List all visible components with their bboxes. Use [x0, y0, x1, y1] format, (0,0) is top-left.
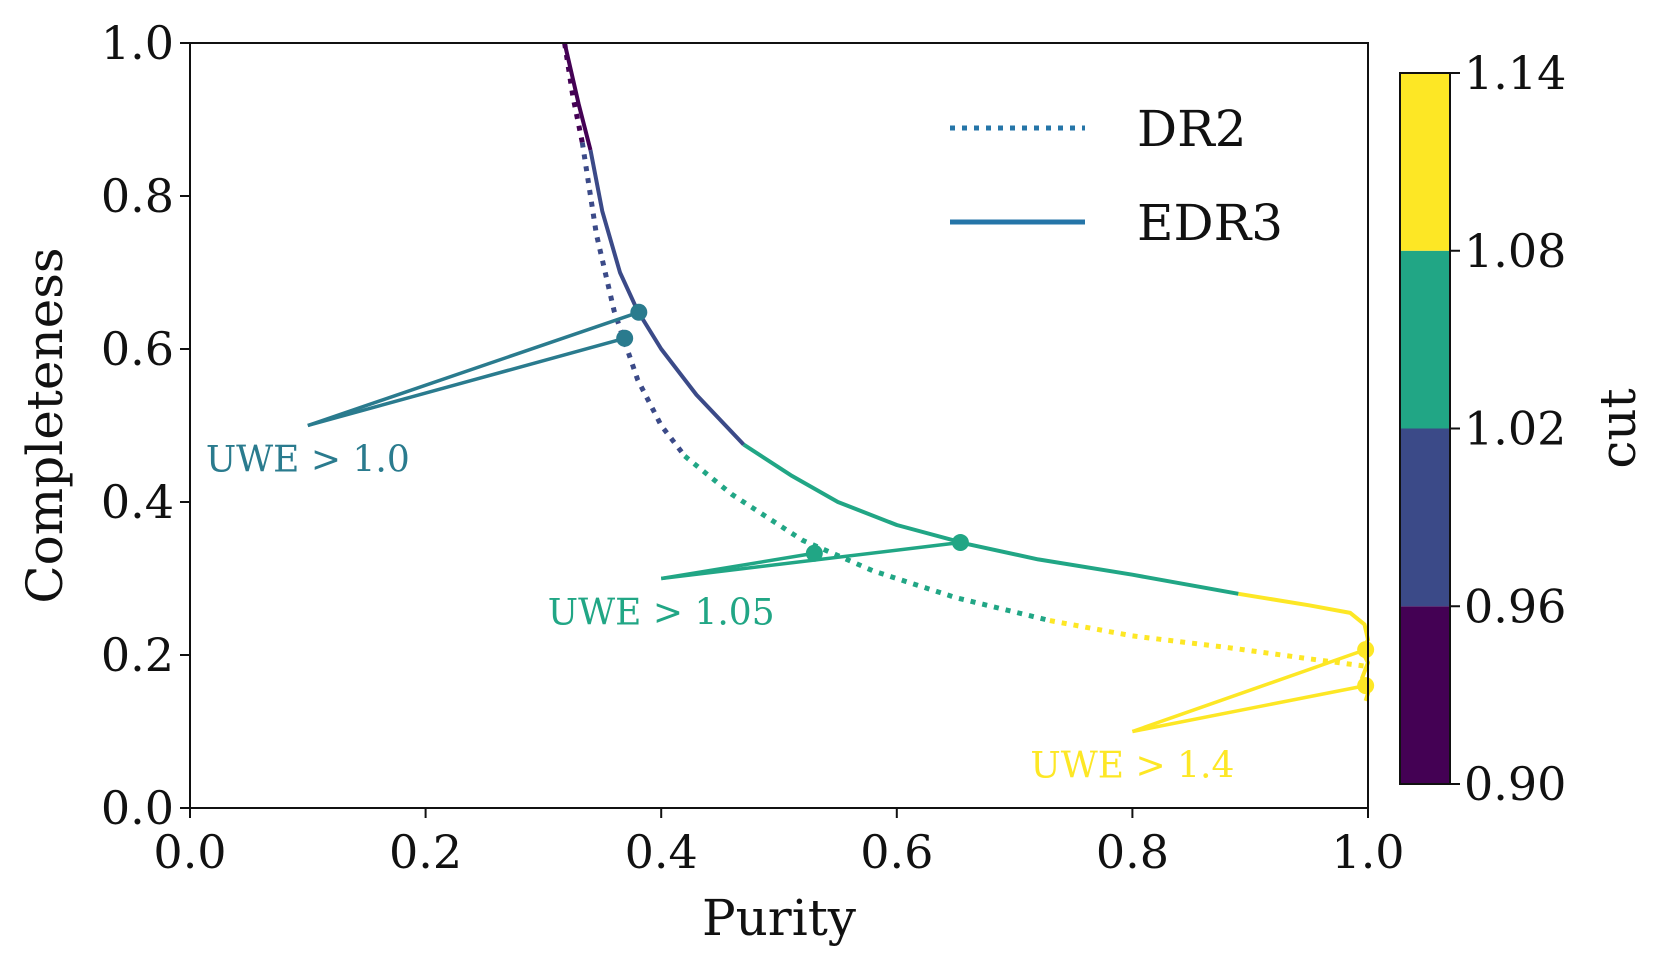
x-tick-label: 1.0	[1331, 825, 1404, 879]
data-point-marker	[951, 534, 969, 552]
y-axis-label: Completeness	[16, 247, 74, 603]
legend: DR2 EDR3	[950, 100, 1283, 252]
series-edr3-segment	[562, 42, 593, 151]
annotation-layer: UWE > 1.0 UWE > 1.05 UWE > 1.4	[206, 310, 1367, 786]
x-axis-ticks: 0.0 0.2 0.4 0.6 0.8 1.0	[153, 808, 1405, 879]
colorbar-label: cut	[1589, 388, 1647, 468]
series-edr3-segment	[1238, 591, 1370, 702]
colorbar-tick-label: 1.02	[1464, 402, 1566, 456]
colorbar-tick-label: 0.90	[1464, 757, 1566, 811]
annotation-leader-line	[1131, 647, 1367, 734]
y-tick-label: 0.2	[101, 628, 174, 682]
x-axis-label: Purity	[702, 889, 857, 947]
annotation-label: UWE > 1.0	[206, 439, 410, 480]
data-point-marker	[1357, 641, 1375, 659]
y-tick-label: 0.4	[101, 475, 174, 529]
data-point-marker	[616, 329, 634, 347]
annotation-leader-line	[307, 310, 640, 428]
legend-edr3-label: EDR3	[1137, 194, 1283, 252]
axes-frame	[189, 42, 1369, 809]
colorbar-bin	[1400, 250, 1450, 429]
x-tick-label: 0.4	[625, 825, 698, 879]
data-point-marker	[630, 303, 648, 321]
colorbar-bin	[1400, 428, 1450, 607]
colorbar-tick-label: 0.96	[1464, 579, 1566, 633]
annotation-label: UWE > 1.05	[548, 592, 775, 633]
data-point-marker	[1357, 677, 1375, 695]
annotation-leader-line	[1132, 683, 1366, 734]
annotation-leader-line	[307, 336, 626, 428]
x-tick-label: 0.2	[389, 825, 462, 879]
colorbar-bin	[1400, 606, 1450, 784]
legend-dr2-label: DR2	[1137, 100, 1247, 158]
colorbar-bin	[1400, 73, 1450, 251]
x-tick-label: 0.6	[860, 825, 933, 879]
colorbar-tick-label: 1.14	[1464, 46, 1566, 100]
y-tick-label: 0.0	[101, 781, 174, 835]
marker-layer	[616, 303, 1375, 695]
colorbar-tick-label: 1.08	[1464, 224, 1566, 278]
series-edr3-segment	[742, 442, 1239, 596]
colorbar: 0.90 0.96 1.02 1.08 1.14 cut	[1399, 46, 1647, 811]
colorbar-bins	[1400, 73, 1450, 784]
y-tick-label: 0.8	[101, 169, 174, 223]
y-tick-label: 0.6	[101, 322, 174, 376]
colorbar-ticks: 0.90 0.96 1.02 1.08 1.14	[1450, 46, 1566, 811]
y-axis-ticks: 0.0 0.2 0.4 0.6 0.8 1.0	[101, 16, 190, 835]
annotation-label: UWE > 1.4	[1030, 745, 1234, 786]
series-dr2-segment	[1049, 618, 1369, 669]
data-point-marker	[805, 544, 823, 562]
series-dr2-segment	[562, 42, 585, 144]
x-tick-label: 0.0	[153, 825, 226, 879]
y-tick-label: 1.0	[101, 16, 174, 70]
x-tick-label: 0.8	[1096, 825, 1169, 879]
